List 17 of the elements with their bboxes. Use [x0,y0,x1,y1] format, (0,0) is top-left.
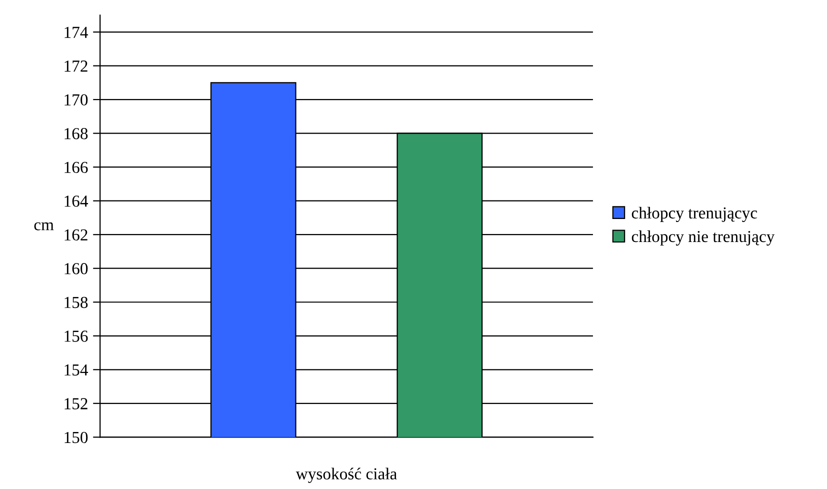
y-tick-label: 156 [64,330,88,342]
y-tick-label: 152 [64,398,88,410]
y-tick-label: 154 [64,364,88,376]
y-tick-label: 172 [64,60,88,72]
y-tick-label: 166 [64,162,88,174]
y-tick-label: 150 [64,432,88,444]
y-tick-label: 170 [64,94,88,106]
y-tick-label: 168 [64,128,88,140]
y-axis-title: cm [34,222,54,230]
y-tick-label: 160 [64,263,88,274]
legend-label: chłopcy nie trenujący [632,230,775,246]
y-tick-label: 164 [64,196,88,207]
y-tick-label: 162 [64,229,88,241]
y-tick-label: 174 [64,26,88,38]
y-tick-label: 158 [64,296,88,308]
legend-label: chłopcy trenującyc [632,206,758,222]
x-tick-label: wysokość ciała [296,468,397,483]
